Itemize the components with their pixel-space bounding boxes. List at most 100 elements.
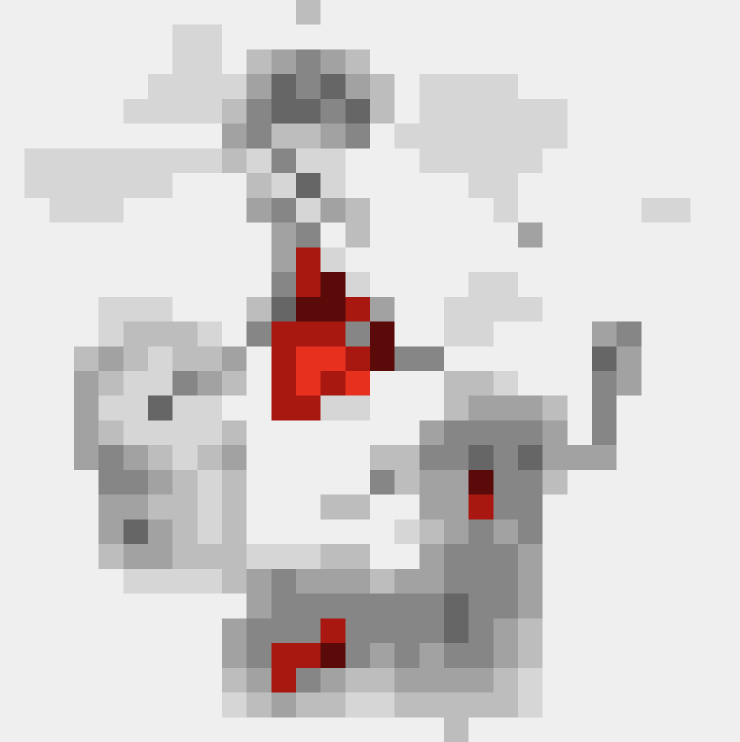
heat-cell <box>394 98 420 125</box>
heat-cell <box>197 692 223 718</box>
heat-cell <box>567 692 593 718</box>
heat-cell <box>616 717 642 742</box>
heat-cell <box>592 445 618 471</box>
heat-cell <box>493 420 519 446</box>
heat-cell <box>246 272 272 298</box>
heat-cell <box>542 717 568 742</box>
heat-cell <box>74 469 100 496</box>
heat-cell <box>98 371 124 397</box>
heat-cell <box>296 568 322 595</box>
heat-cell <box>616 123 642 149</box>
heat-cell <box>468 272 494 298</box>
heat-cell <box>172 717 198 742</box>
heat-cell <box>715 173 740 199</box>
heat-cell <box>370 618 396 644</box>
heat-cell <box>690 49 716 75</box>
heat-cell <box>666 395 692 421</box>
heat-cell <box>468 717 494 742</box>
heat-cell <box>345 272 371 298</box>
heat-cell <box>468 544 494 570</box>
heat-cell <box>616 643 642 669</box>
heat-cell <box>246 98 272 125</box>
heat-cell <box>222 321 248 347</box>
heat-cell <box>296 494 322 520</box>
heat-cell <box>394 222 420 248</box>
heat-cell <box>24 24 50 50</box>
heat-cell <box>148 568 174 595</box>
heat-cell <box>419 618 445 644</box>
heat-cell <box>567 74 593 100</box>
heat-cell <box>222 643 248 669</box>
heat-cell <box>222 74 248 100</box>
heat-cell <box>518 618 544 644</box>
heat-cell <box>197 371 223 397</box>
heat-cell <box>666 469 692 496</box>
heat-cell <box>493 494 519 520</box>
heat-cell <box>641 49 667 75</box>
heat-cell <box>320 321 346 347</box>
heat-cell <box>296 692 322 718</box>
heat-cell <box>641 445 667 471</box>
heat-cell <box>419 469 445 496</box>
heat-cell <box>715 321 740 347</box>
heat-cell <box>271 692 297 718</box>
heat-cell <box>172 643 198 669</box>
heat-cell <box>468 494 494 520</box>
heat-cell <box>148 222 174 248</box>
heat-cell <box>148 321 174 347</box>
heat-cell <box>345 148 371 174</box>
heat-cell <box>246 494 272 520</box>
heat-cell <box>493 618 519 644</box>
heat-cell <box>592 420 618 446</box>
heat-cell <box>666 371 692 397</box>
heat-cell <box>222 49 248 75</box>
heat-cell <box>197 0 223 26</box>
heat-cell <box>172 469 198 496</box>
heat-cell <box>370 123 396 149</box>
heat-cell <box>592 98 618 125</box>
heat-cell <box>370 445 396 471</box>
heat-cell <box>370 519 396 545</box>
heat-cell <box>468 469 494 496</box>
heat-cell <box>345 618 371 644</box>
heat-cell <box>715 494 740 520</box>
heat-cell <box>641 74 667 100</box>
heat-cell <box>246 148 272 174</box>
heat-cell <box>567 420 593 446</box>
heat-cell <box>123 222 149 248</box>
heat-cell <box>123 24 149 50</box>
heat-cell <box>666 717 692 742</box>
heat-cell <box>222 692 248 718</box>
heat-cell <box>518 222 544 248</box>
heat-cell <box>74 49 100 75</box>
heat-cell <box>444 692 470 718</box>
heat-cell <box>444 469 470 496</box>
heat-cell <box>296 371 322 397</box>
heat-cell <box>542 568 568 595</box>
heat-cell <box>98 247 124 273</box>
heat-cell <box>567 173 593 199</box>
heat-cell <box>370 49 396 75</box>
heat-cell <box>493 544 519 570</box>
heat-cell <box>98 272 124 298</box>
heat-cell <box>222 717 248 742</box>
heat-cell <box>98 692 124 718</box>
heat-cell <box>493 469 519 496</box>
heat-cell <box>98 469 124 496</box>
heat-cell <box>641 519 667 545</box>
heat-cell <box>271 247 297 273</box>
heat-cell <box>222 346 248 372</box>
heat-cell <box>98 296 124 323</box>
heat-cell <box>246 321 272 347</box>
heat-cell <box>222 469 248 496</box>
heat-cell <box>567 371 593 397</box>
heat-cell <box>49 420 75 446</box>
heat-cell <box>370 148 396 174</box>
heat-cell <box>320 420 346 446</box>
heat-cell <box>518 692 544 718</box>
heat-cell <box>172 0 198 26</box>
heat-cell <box>49 717 75 742</box>
heat-cell <box>296 24 322 50</box>
heat-cell <box>394 321 420 347</box>
heat-cell <box>222 247 248 273</box>
